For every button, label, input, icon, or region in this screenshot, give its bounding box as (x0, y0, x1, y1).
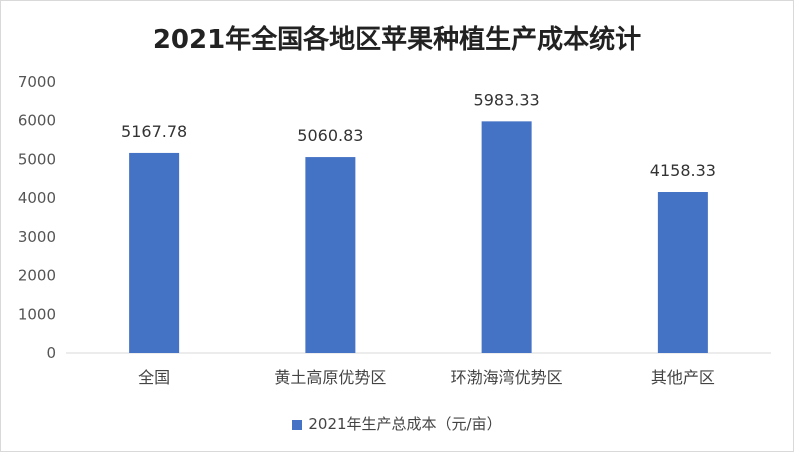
y-tick-label: 3000 (18, 228, 56, 246)
bar (305, 157, 356, 353)
y-tick-label: 0 (46, 344, 56, 362)
legend-label: 2021年生产总成本（元/亩） (308, 415, 502, 433)
y-tick-label: 7000 (18, 73, 56, 91)
data-label: 5983.33 (474, 90, 540, 109)
bar (129, 152, 180, 353)
chart-title: 2021年全国各地区苹果种植生产成本统计 (152, 25, 642, 55)
x-tick-label: 其他产区 (651, 368, 715, 387)
bar (657, 192, 708, 353)
x-tick-label: 黄土高原优势区 (274, 368, 386, 387)
legend: 2021年生产总成本（元/亩） (1, 413, 793, 434)
y-tick-label: 4000 (18, 189, 56, 207)
x-tick-label: 环渤海湾优势区 (451, 368, 563, 387)
y-tick-label: 2000 (18, 267, 56, 285)
y-tick-label: 5000 (18, 150, 56, 168)
data-label: 5167.78 (121, 122, 187, 141)
x-tick-label: 全国 (138, 368, 170, 387)
bar (481, 121, 532, 353)
data-label: 4158.33 (650, 161, 716, 180)
y-tick-label: 1000 (18, 305, 56, 323)
legend-swatch (292, 419, 303, 430)
data-label: 5060.83 (297, 126, 363, 145)
y-tick-label: 6000 (18, 112, 56, 130)
